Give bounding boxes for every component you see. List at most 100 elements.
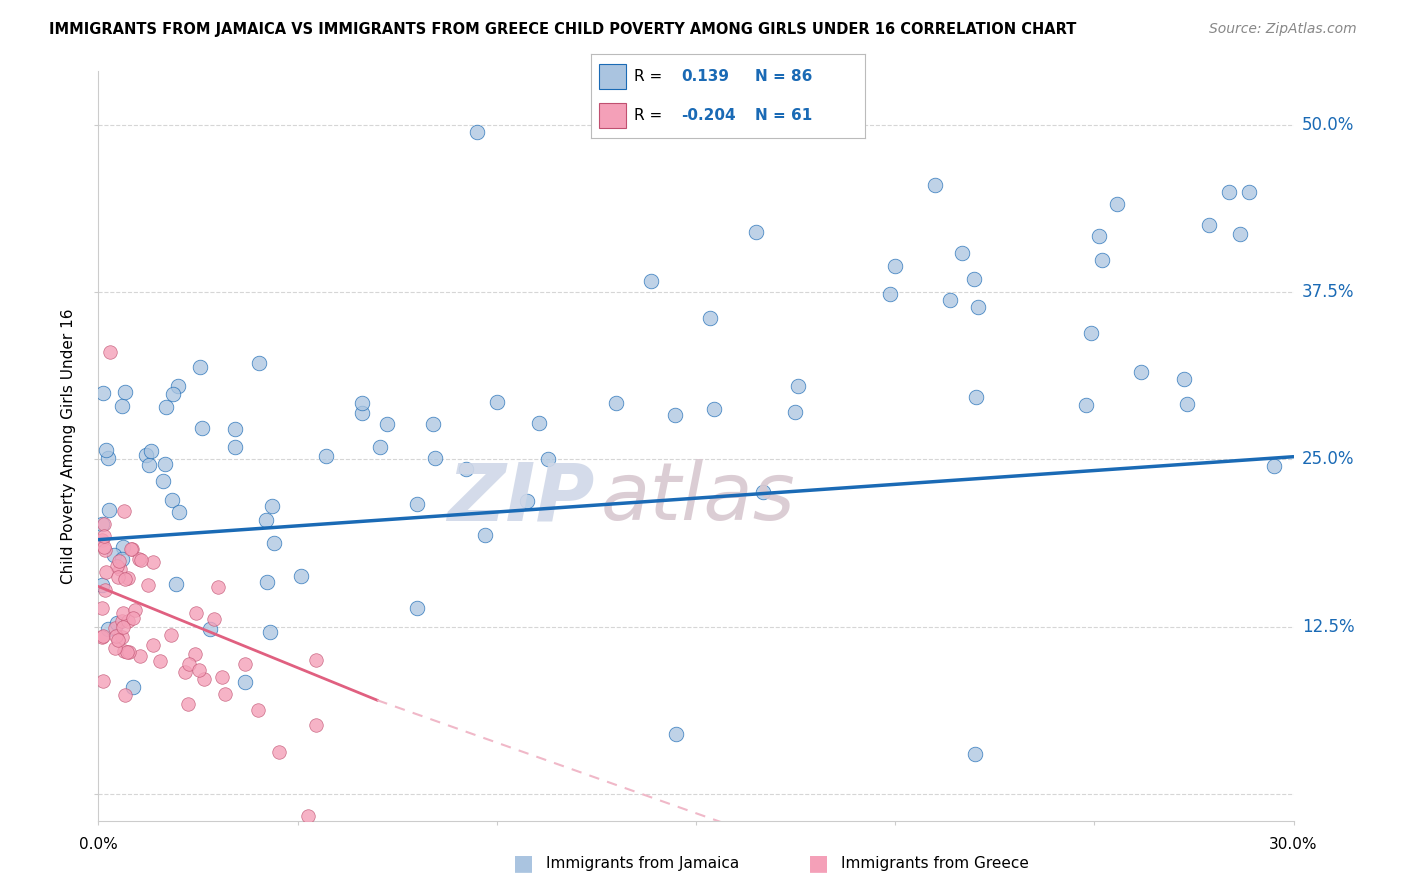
Point bbox=[939, 293, 962, 307]
Point bbox=[96, 442, 118, 457]
Point bbox=[153, 458, 176, 472]
Point bbox=[138, 458, 160, 472]
Point bbox=[167, 505, 190, 519]
Text: 0.0%: 0.0% bbox=[79, 837, 118, 852]
Text: R =: R = bbox=[634, 108, 662, 123]
Text: N = 86: N = 86 bbox=[755, 69, 813, 84]
Point bbox=[152, 474, 174, 488]
Point bbox=[233, 674, 256, 689]
Point bbox=[110, 631, 132, 645]
Point bbox=[111, 399, 134, 413]
Point bbox=[1218, 185, 1240, 199]
Point bbox=[884, 259, 907, 273]
Text: Source: ZipAtlas.com: Source: ZipAtlas.com bbox=[1209, 22, 1357, 37]
Point bbox=[112, 620, 135, 634]
Point bbox=[91, 631, 114, 645]
Point bbox=[167, 379, 190, 393]
Point bbox=[115, 645, 138, 659]
Point bbox=[107, 633, 129, 648]
Point bbox=[699, 311, 721, 326]
Point bbox=[114, 688, 136, 702]
Point bbox=[160, 628, 183, 642]
Point bbox=[129, 649, 152, 664]
Point bbox=[664, 409, 686, 423]
Point bbox=[91, 578, 114, 592]
Point bbox=[315, 450, 337, 464]
Text: -0.204: -0.204 bbox=[681, 108, 735, 123]
Point bbox=[263, 536, 285, 550]
Point bbox=[207, 580, 229, 594]
Point bbox=[233, 657, 256, 671]
Point bbox=[97, 450, 120, 465]
Point bbox=[605, 396, 627, 410]
Text: R =: R = bbox=[634, 69, 662, 84]
Point bbox=[94, 543, 117, 558]
Point bbox=[122, 610, 145, 624]
Point bbox=[527, 416, 550, 430]
Point bbox=[98, 345, 122, 359]
Point bbox=[135, 448, 157, 462]
Point bbox=[224, 440, 246, 454]
Point bbox=[112, 607, 135, 621]
Point bbox=[224, 422, 246, 436]
Text: Immigrants from Jamaica: Immigrants from Jamaica bbox=[546, 856, 738, 871]
Point bbox=[97, 503, 120, 517]
Point bbox=[516, 493, 538, 508]
Point bbox=[368, 440, 391, 454]
Text: 37.5%: 37.5% bbox=[1302, 283, 1354, 301]
Point bbox=[350, 395, 373, 409]
Point bbox=[423, 450, 446, 465]
Point bbox=[375, 417, 398, 431]
Point bbox=[247, 356, 270, 370]
Point bbox=[247, 703, 270, 717]
Point bbox=[174, 665, 197, 679]
Point bbox=[103, 548, 125, 562]
Point bbox=[121, 680, 143, 694]
Point bbox=[190, 421, 212, 435]
Point bbox=[155, 400, 177, 414]
Point bbox=[108, 554, 131, 568]
Point bbox=[107, 559, 129, 574]
Point bbox=[485, 395, 508, 409]
Point bbox=[93, 583, 115, 598]
Point bbox=[305, 717, 328, 731]
Point bbox=[254, 513, 277, 527]
Point bbox=[211, 670, 233, 684]
Point bbox=[1177, 397, 1199, 411]
Point bbox=[93, 529, 115, 543]
Point bbox=[202, 612, 225, 626]
Point bbox=[114, 384, 136, 399]
Point bbox=[952, 245, 974, 260]
Point bbox=[112, 540, 135, 554]
Point bbox=[783, 405, 806, 419]
Point bbox=[963, 272, 986, 286]
Point bbox=[259, 624, 281, 639]
Point bbox=[745, 225, 768, 239]
Point bbox=[149, 654, 172, 668]
Point bbox=[177, 698, 200, 712]
Text: ■: ■ bbox=[513, 854, 534, 873]
Point bbox=[1198, 218, 1220, 232]
Point bbox=[305, 653, 328, 667]
Point bbox=[1173, 372, 1195, 386]
Point bbox=[91, 673, 114, 688]
Point bbox=[406, 497, 429, 511]
Text: IMMIGRANTS FROM JAMAICA VS IMMIGRANTS FROM GREECE CHILD POVERTY AMONG GIRLS UNDE: IMMIGRANTS FROM JAMAICA VS IMMIGRANTS FR… bbox=[49, 22, 1077, 37]
Point bbox=[537, 452, 560, 467]
Text: 0.139: 0.139 bbox=[681, 69, 728, 84]
Point bbox=[104, 621, 127, 635]
Text: 25.0%: 25.0% bbox=[1302, 450, 1354, 468]
Point bbox=[96, 565, 118, 579]
Point bbox=[186, 606, 208, 620]
Text: ■: ■ bbox=[808, 854, 830, 873]
Point bbox=[128, 552, 150, 566]
Point bbox=[290, 569, 312, 583]
Point bbox=[121, 542, 143, 557]
Point bbox=[91, 386, 114, 401]
Y-axis label: Child Poverty Among Girls Under 16: Child Poverty Among Girls Under 16 bbox=[60, 309, 76, 583]
Point bbox=[162, 493, 184, 508]
Point bbox=[93, 540, 115, 554]
Point bbox=[752, 485, 775, 500]
Bar bbox=[599, 63, 626, 89]
Point bbox=[406, 600, 429, 615]
